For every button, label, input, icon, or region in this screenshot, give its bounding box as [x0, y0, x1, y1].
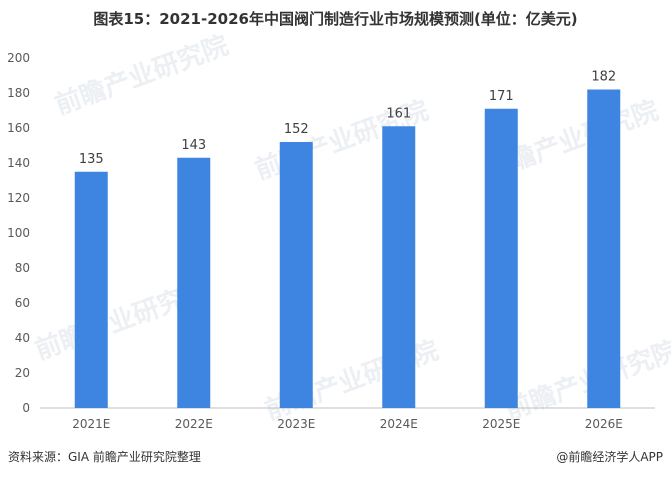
bar [74, 171, 108, 408]
y-tick-label: 100 [7, 226, 30, 240]
x-tick-label: 2026E [585, 417, 623, 431]
x-tick-label: 2023E [277, 417, 315, 431]
bar [279, 142, 313, 408]
chart-title: 图表15：2021-2026年中国阀门制造行业市场规模预测(单位：亿美元) [93, 10, 578, 28]
bar-value-label: 135 [79, 152, 104, 167]
x-tick-label: 2021E [72, 417, 110, 431]
bar-value-label: 182 [591, 70, 616, 85]
y-tick-label: 140 [7, 156, 30, 170]
source-note: 资料来源：GIA 前瞻产业研究院整理 [8, 450, 201, 464]
bar-value-label: 171 [489, 89, 514, 104]
y-tick-label: 160 [7, 121, 30, 135]
y-tick-label: 80 [15, 261, 30, 275]
bar [177, 157, 211, 408]
y-tick-label: 20 [15, 366, 30, 380]
bar-value-label: 143 [181, 138, 206, 153]
bar-value-label: 161 [386, 106, 411, 121]
bar [382, 126, 416, 408]
x-tick-label: 2022E [175, 417, 213, 431]
bar [587, 89, 621, 408]
footer: 资料来源：GIA 前瞻产业研究院整理 @前瞻经济学人APP [8, 448, 663, 465]
y-tick-label: 200 [7, 51, 30, 65]
bar-value-label: 152 [284, 122, 309, 137]
y-tick-label: 0 [22, 401, 30, 415]
bar [484, 108, 518, 408]
brand-note: @前瞻经济学人APP [556, 450, 663, 464]
y-tick-label: 60 [15, 296, 30, 310]
x-tick-label: 2024E [380, 417, 418, 431]
y-tick-label: 120 [7, 191, 30, 205]
x-tick-label: 2025E [482, 417, 520, 431]
y-tick-label: 40 [15, 331, 30, 345]
y-tick-label: 180 [7, 86, 30, 100]
